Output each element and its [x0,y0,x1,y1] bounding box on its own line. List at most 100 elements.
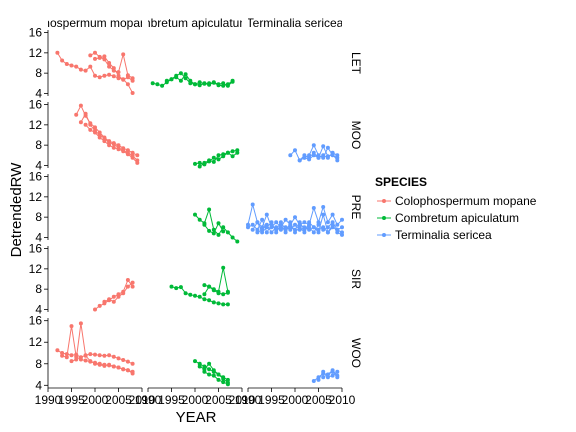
data-point [197,160,202,165]
series-colophospermum-mopane-woo-9 [60,324,135,374]
data-point [88,64,93,69]
series-line [71,323,133,374]
data-point [330,212,335,217]
data-point [340,230,344,235]
data-point [83,358,88,363]
data-point [88,127,93,132]
data-point [116,365,121,370]
data-point [307,220,312,225]
data-point [188,78,193,83]
data-point [111,299,116,304]
data-point [74,64,79,69]
data-point [335,153,340,158]
data-point [121,52,126,57]
data-point [293,222,297,227]
data-point [88,359,93,364]
data-point [121,149,126,154]
series-combretum-apiculatum-pre-15 [193,207,240,244]
data-point [130,284,135,289]
data-point [69,324,74,329]
data-point [107,362,112,367]
data-point [221,229,226,234]
data-point [283,230,288,235]
data-point [102,73,107,78]
data-point [83,353,88,358]
data-point [311,153,316,158]
data-point [60,353,65,358]
data-point [178,71,183,76]
y-tick-label: 8 [35,210,42,224]
data-point [202,297,207,302]
data-point [225,290,230,295]
y-tick-label: 8 [35,66,42,80]
data-point [216,301,221,306]
data-point [297,227,302,232]
y-tick-label: 16 [29,314,43,328]
x-tick-label: 2000 [282,393,309,407]
series-combretum-apiculatum-woo-22 [202,369,230,387]
series-colophospermum-mopane-moo-3 [74,103,140,158]
data-point [211,373,216,378]
data-point [211,231,216,236]
legend-label: Colophospermum mopane [395,194,537,208]
data-point [111,145,116,150]
series-line [322,369,338,378]
y-tick-label: 12 [29,118,43,132]
data-point [97,75,102,80]
data-point [340,225,344,230]
data-point [207,298,212,303]
data-point [278,222,283,227]
data-point [321,375,326,380]
data-point [183,291,188,296]
data-point [116,70,121,75]
y-tick-label: 16 [29,26,43,40]
data-point [293,215,297,220]
data-point [321,212,326,217]
data-point [202,292,207,297]
data-point [230,149,235,154]
data-point [330,373,335,378]
data-point [311,379,316,383]
series-combretum-apiculatum-woo-21 [197,361,230,385]
data-point [107,61,112,65]
data-point [297,220,302,225]
data-point [297,158,302,163]
data-point [225,382,230,387]
data-point [78,321,83,326]
data-point [116,147,121,152]
data-point [55,348,60,353]
y-tick-label: 12 [29,262,43,276]
series-terminalia-sericea-moo-25 [302,150,340,162]
data-point [211,368,216,373]
data-point [340,217,344,222]
data-point [111,294,116,299]
y-tick-label: 16 [29,242,43,256]
data-point [78,120,83,125]
data-point [260,217,265,222]
data-point [102,54,107,59]
y-tick-label: 12 [29,190,43,204]
data-point [93,130,97,135]
data-point [264,222,269,227]
y-tick-label: 16 [29,170,43,184]
data-point [250,222,255,227]
data-point [335,222,340,227]
data-point [183,72,188,77]
data-point [60,58,65,63]
y-tick-label: 12 [29,335,43,349]
data-point [211,159,216,164]
data-point [274,230,279,235]
data-point [93,56,97,61]
data-point [283,225,288,230]
row-strip-label-moo: MOO [349,121,363,150]
y-tick-label: 4 [35,378,42,392]
data-point [150,81,155,86]
data-point [302,230,307,235]
data-point [311,225,316,230]
data-point [211,288,216,293]
data-point [111,142,116,147]
data-point [135,153,140,158]
legend-point [382,199,386,203]
data-point [330,150,335,155]
